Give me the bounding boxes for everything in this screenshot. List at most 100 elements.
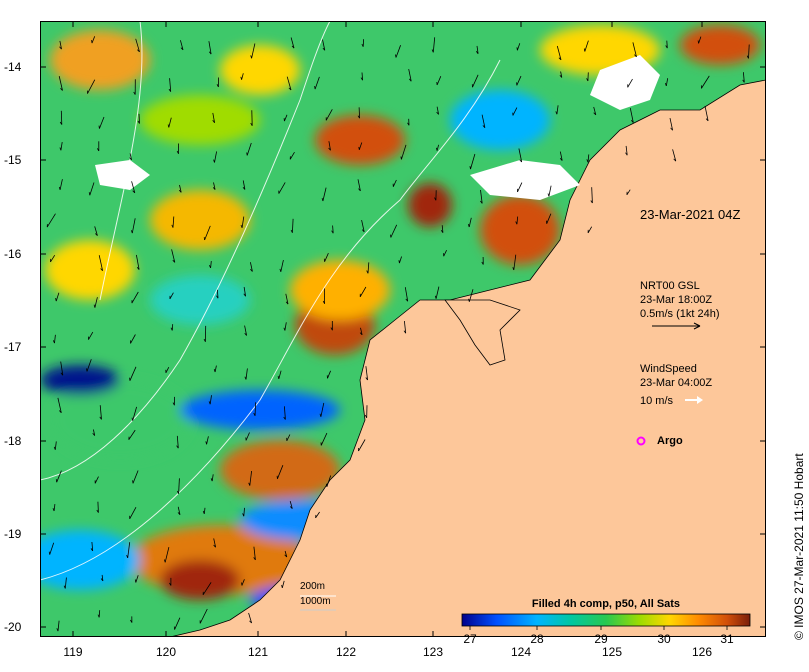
current-vector [517, 182, 523, 193]
current-vector [284, 322, 287, 331]
current-vector-head [326, 483, 328, 487]
current-vector-head [559, 74, 563, 78]
current-vector-head [358, 188, 361, 192]
current-vector-head [209, 265, 211, 269]
current-vector [168, 117, 172, 128]
current-vector-head [213, 544, 216, 548]
current-vector-head [250, 268, 253, 272]
current-vector [251, 43, 256, 59]
current-vector [243, 286, 246, 297]
current-vector-head [134, 579, 137, 583]
current-vector-head [322, 300, 325, 304]
current-vector [129, 153, 132, 160]
current-vector [94, 297, 98, 308]
current-vector [326, 475, 332, 487]
current-vector [87, 79, 96, 94]
currents-legend-line3: 0.5m/s (1kt 24h) [640, 308, 720, 320]
current-vector-head [586, 159, 589, 163]
current-vector [361, 220, 365, 232]
current-vector [89, 182, 95, 196]
current-vector-head [357, 115, 360, 119]
current-vector-head [56, 628, 59, 632]
current-vector-head [131, 230, 133, 234]
current-vector-head [559, 158, 563, 161]
y-tick-label: -14 [4, 60, 22, 74]
current-vector [199, 608, 208, 624]
current-vector-head [58, 186, 61, 190]
current-vector-head [284, 554, 288, 558]
current-vector-head [590, 200, 593, 204]
current-vector [513, 254, 517, 271]
current-vector [165, 367, 170, 373]
current-vector [209, 395, 212, 405]
current-vector-head [400, 156, 402, 160]
current-vector-head [436, 111, 439, 115]
current-vector-head [92, 433, 96, 436]
current-vector-head [52, 340, 55, 344]
current-vector-head [178, 189, 182, 193]
x-tick-label: 121 [247, 645, 269, 659]
current-vector [241, 216, 245, 228]
colorbar-label: 27 [463, 632, 477, 646]
colorbar [461, 613, 751, 627]
wind-legend-line2: 23-Mar 04:00Z [640, 377, 713, 389]
current-vector [214, 365, 217, 373]
current-vector-head [167, 124, 170, 128]
current-vector-head [398, 260, 400, 264]
current-vector [57, 620, 60, 632]
current-vector [203, 507, 206, 514]
current-vector-head [216, 295, 219, 299]
current-vector-head [168, 88, 172, 92]
current-vector [174, 617, 181, 630]
wind-legend-line3: 10 m/s [640, 395, 674, 407]
current-vector-head [512, 267, 515, 271]
current-vector [587, 226, 593, 234]
current-vector [322, 187, 327, 202]
current-vector [666, 40, 668, 49]
current-vector [625, 145, 628, 156]
current-vector-head [171, 224, 174, 228]
x-tick-label: 119 [63, 645, 83, 659]
current-vector-head [431, 49, 434, 53]
current-vector [399, 256, 402, 264]
current-vector [289, 500, 293, 509]
current-vector [286, 76, 292, 91]
current-vector-head [248, 482, 251, 486]
current-vector-head [742, 79, 745, 83]
current-vectors [46, 36, 750, 632]
current-vector-head [243, 293, 246, 297]
currents-legend-line1: NRT00 GSL [640, 280, 700, 292]
current-vector [244, 325, 247, 336]
current-vector [245, 432, 250, 441]
current-vector-head [240, 76, 242, 80]
current-vector [131, 218, 136, 234]
current-vector [138, 113, 140, 124]
current-vector-head [52, 508, 55, 512]
current-vector [512, 107, 518, 116]
current-vector-head [95, 233, 98, 236]
current-vector-head [277, 375, 280, 379]
current-vector [50, 254, 56, 263]
current-vector-head [468, 223, 470, 228]
current-vector [246, 142, 252, 156]
current-vector [177, 506, 181, 515]
current-vector [518, 148, 523, 163]
peninsula-land [444, 299, 521, 366]
current-vector-head [129, 157, 132, 161]
current-vector [392, 179, 397, 187]
isobath-1000m-label: 1000m [300, 596, 331, 607]
current-vector-head [96, 509, 99, 513]
current-vector-head [132, 190, 136, 194]
current-vector [253, 546, 256, 560]
current-vector-head [283, 327, 286, 331]
current-vector [361, 72, 363, 81]
current-vector-head [395, 54, 397, 58]
current-vector-head [212, 120, 215, 123]
current-vector [556, 45, 562, 61]
current-vector-head [86, 368, 88, 372]
current-vector [213, 538, 216, 548]
current-vector [320, 432, 328, 446]
current-vector [408, 69, 412, 82]
